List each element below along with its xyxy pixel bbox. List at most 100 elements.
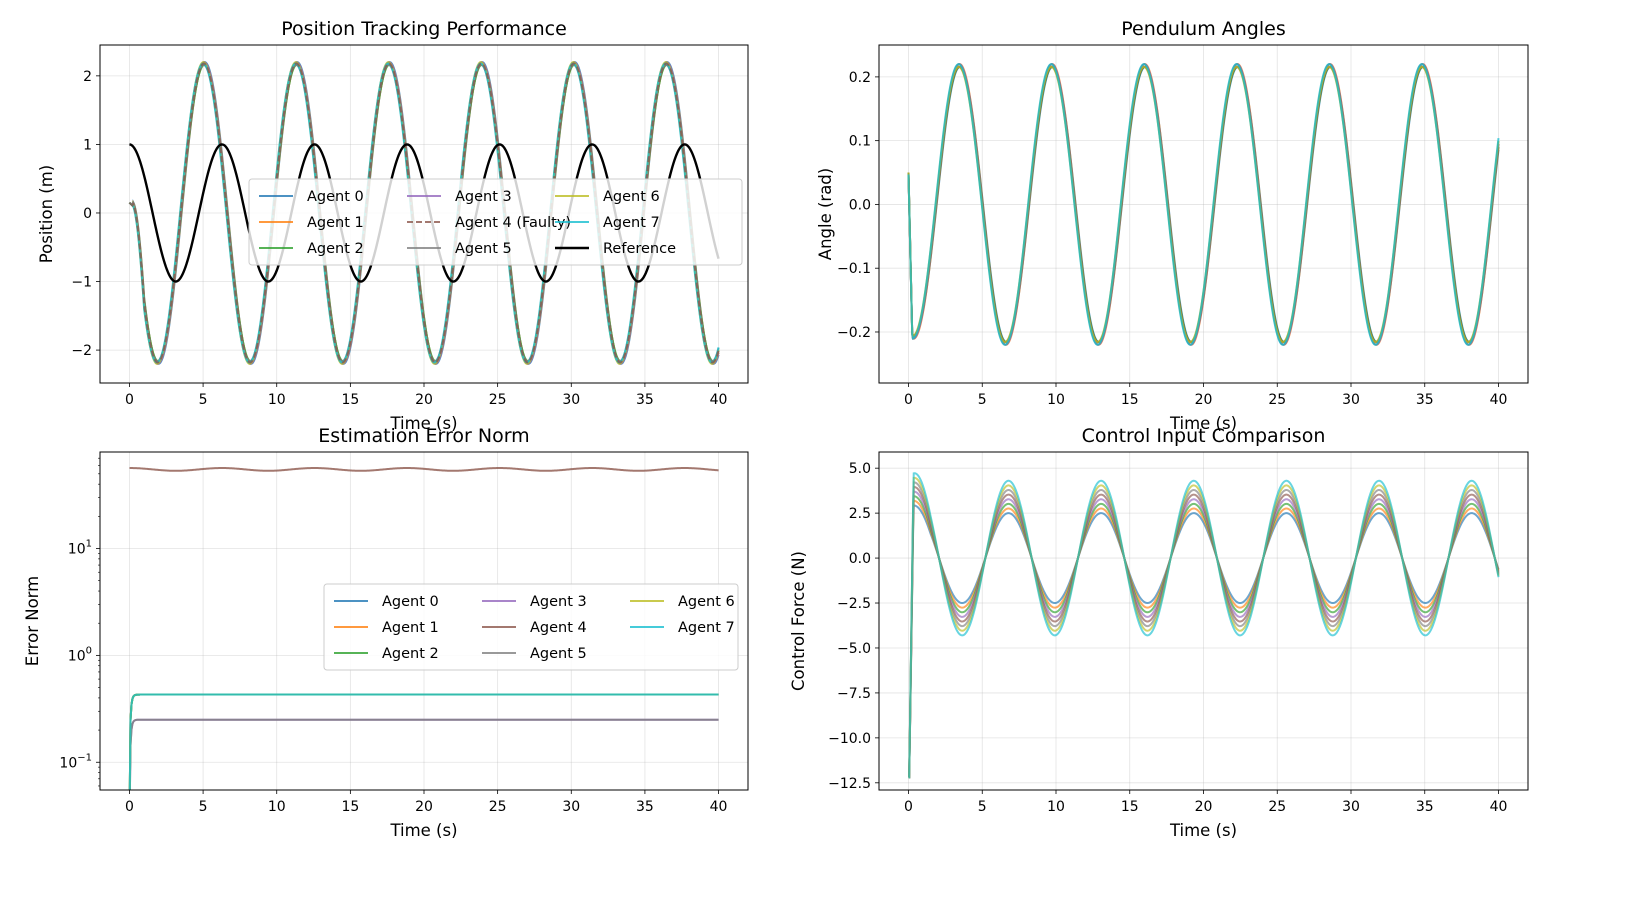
x-tick-label: 40 (710, 799, 728, 815)
y-tick-label: 0 (83, 206, 92, 222)
x-tick-label: 35 (1416, 799, 1434, 815)
x-tick-label: 20 (1195, 799, 1213, 815)
plot-area (128, 467, 719, 790)
y-tick-label: 0.0 (849, 197, 871, 213)
series-line-agent-5 (128, 718, 719, 790)
y-tick-label: −5.0 (837, 641, 871, 657)
x-tick-label: 0 (904, 392, 913, 408)
x-tick-label: 35 (636, 799, 654, 815)
tick-base: 10 (59, 755, 77, 771)
x-tick-label: 0 (125, 392, 134, 408)
legend-entry: Agent 1 (307, 215, 364, 231)
legend-entry: Agent 2 (307, 241, 364, 257)
legend-frame (248, 178, 743, 266)
x-tick-label: 25 (489, 799, 507, 815)
legend-entry: Agent 4 (530, 620, 587, 636)
y-tick-label: 101 (68, 539, 92, 558)
legend-entry: Agent 5 (530, 646, 587, 662)
y-tick-label: −1 (71, 275, 92, 291)
tick-base: 10 (68, 542, 86, 558)
series-line-agent-7 (128, 693, 719, 790)
x-tick-label: 15 (1121, 799, 1139, 815)
x-tick-label: 15 (341, 392, 359, 408)
x-tick-label: 25 (1268, 392, 1286, 408)
x-tick-label: 20 (415, 392, 433, 408)
y-tick-label: 2 (83, 69, 92, 85)
legend-entry: Agent 0 (307, 189, 364, 205)
panel-0: 0 5 10 15 20 25 30 35 40 −2 −1 0 1 2 Position Tracking… (37, 18, 749, 433)
panel-3: 0 5 10 15 20 25 30 35 40 −12.5 −10.0 −7.5 −5.0 −2.5 0.… (789, 425, 1529, 840)
y-tick-label: −10.0 (828, 731, 871, 747)
legend: Agent 0 Agent 1 Agent 2 Agent 3 Agent 4 (Fau… (248, 178, 743, 266)
legend-entry: Agent 2 (382, 646, 439, 662)
x-tick-label: 35 (1416, 392, 1434, 408)
tick-exponent: −1 (77, 752, 92, 763)
y-tick-label: 2.5 (849, 506, 871, 522)
series-line-agent-4 (128, 62, 720, 364)
legend-entry: Agent 3 (455, 189, 512, 205)
x-axis-label: Time (s) (389, 821, 457, 840)
x-tick-label: 5 (978, 799, 987, 815)
legend-entry: Agent 6 (603, 189, 660, 205)
legend-entry: Agent 7 (678, 620, 735, 636)
y-tick-label: −0.2 (837, 325, 871, 341)
x-tick-label: 5 (199, 799, 208, 815)
axes-frame (99, 44, 749, 384)
legend-entry: Agent 7 (603, 215, 660, 231)
legend-entry: Agent 4 (Faulty) (455, 215, 571, 231)
x-tick-label: 15 (1121, 392, 1139, 408)
x-tick-label: 20 (415, 799, 433, 815)
plot-area (907, 63, 1500, 346)
x-tick-label: 15 (341, 799, 359, 815)
x-tick-label: 10 (268, 392, 286, 408)
x-tick-label: 30 (1342, 799, 1360, 815)
x-tick-label: 10 (1047, 799, 1065, 815)
y-tick-label: 0.0 (849, 551, 871, 567)
y-tick-label: −12.5 (828, 776, 871, 792)
panel-title: Control Input Comparison (1082, 425, 1326, 447)
legend-entry: Agent 6 (678, 594, 735, 610)
legend: Agent 0 Agent 1 Agent 2 Agent 3 Agent 4 Agent… (323, 583, 739, 671)
x-tick-label: 25 (1268, 799, 1286, 815)
x-tick-label: 30 (562, 392, 580, 408)
y-tick-label: 100 (68, 645, 92, 664)
legend-entry: Reference (603, 241, 676, 257)
legend-entry: Agent 1 (382, 620, 439, 636)
x-tick-label: 5 (199, 392, 208, 408)
x-tick-label: 30 (1342, 392, 1360, 408)
y-axis-label: Angle (rad) (816, 168, 835, 260)
x-tick-label: 5 (978, 392, 987, 408)
plot-area (128, 61, 720, 365)
x-tick-label: 40 (1490, 799, 1508, 815)
x-tick-label: 40 (710, 392, 728, 408)
x-tick-label: 20 (1195, 392, 1213, 408)
x-tick-label: 30 (562, 799, 580, 815)
series-line-agent-7 (908, 472, 1500, 779)
axes-frame (878, 451, 1529, 791)
series-line-agent-4 (129, 467, 719, 472)
legend-entry: Agent 0 (382, 594, 439, 610)
legend-frame (323, 583, 739, 671)
x-tick-label: 25 (489, 392, 507, 408)
panel-title: Pendulum Angles (1121, 18, 1285, 40)
panel-title: Position Tracking Performance (281, 18, 567, 40)
y-tick-label: −2.5 (837, 596, 871, 612)
panel-title: Estimation Error Norm (318, 425, 529, 447)
x-axis-label: Time (s) (1169, 414, 1237, 433)
x-tick-label: 0 (904, 799, 913, 815)
y-tick-label: −0.1 (837, 261, 871, 277)
axes-frame (99, 451, 749, 791)
tick-exponent: 0 (86, 645, 92, 656)
plot-area (908, 472, 1500, 779)
x-tick-label: 10 (1047, 392, 1065, 408)
axes-frame (878, 44, 1529, 384)
x-tick-label: 10 (268, 799, 286, 815)
y-axis-label: Error Norm (23, 576, 42, 666)
x-tick-label: 0 (125, 799, 134, 815)
y-tick-label: 1 (83, 137, 92, 153)
y-tick-label: 0.1 (849, 134, 871, 150)
y-tick-label: 0.2 (849, 70, 871, 86)
y-tick-label: −2 (71, 343, 92, 359)
